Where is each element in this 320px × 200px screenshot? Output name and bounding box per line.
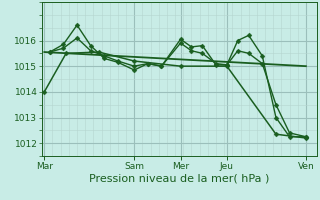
X-axis label: Pression niveau de la mer( hPa ): Pression niveau de la mer( hPa )	[89, 173, 269, 183]
